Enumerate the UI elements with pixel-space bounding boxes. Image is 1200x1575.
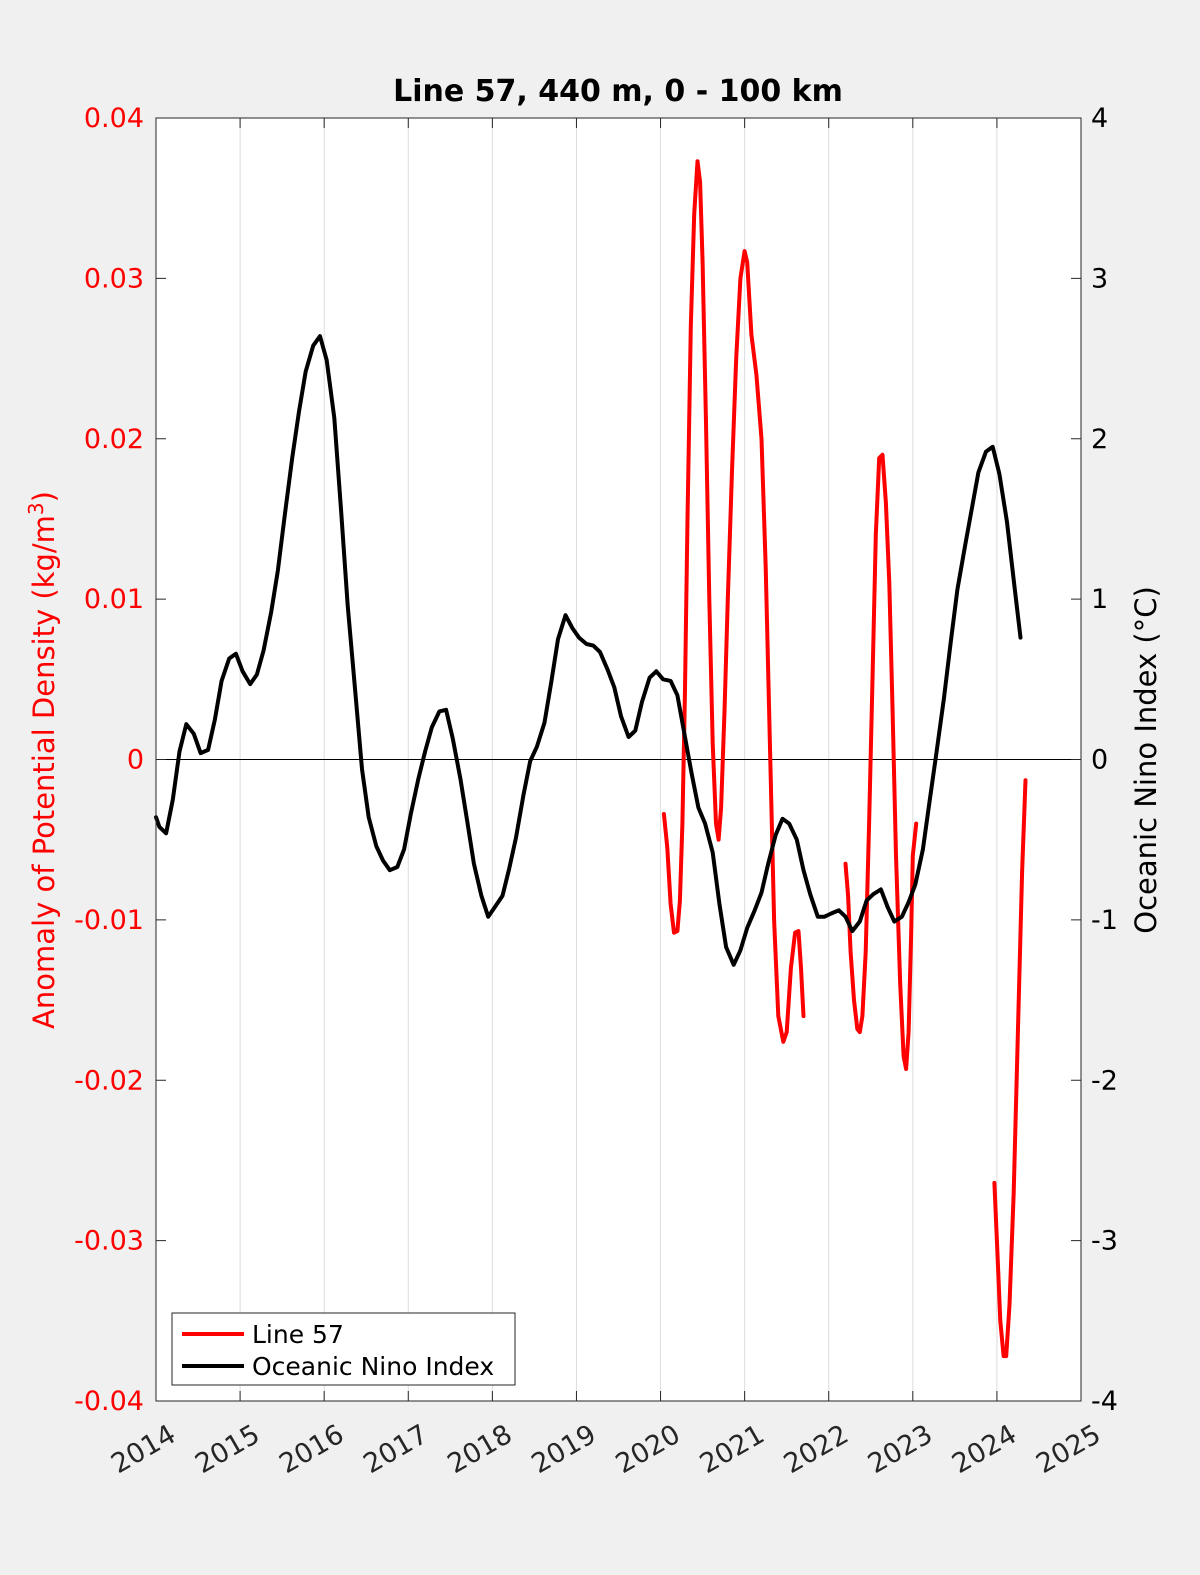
- left-y-tick-label: -0.01: [74, 905, 144, 936]
- legend-box: [171, 1312, 516, 1386]
- left-y-tick-label: 0: [127, 745, 144, 776]
- left-y-tick-label: 0.03: [84, 263, 144, 294]
- series-oni-segment: [154, 334, 1023, 967]
- legend-label-line-57: Line 57: [252, 1320, 344, 1349]
- series-layer: [154, 159, 1028, 1359]
- left-y-tick-label: 0.04: [84, 103, 144, 134]
- left-y-tick-label: -0.04: [74, 1386, 144, 1417]
- left-y-axis: -0.04 -0.03 -0.02 -0.01 0 0.01 0.02 0.03 0.04: [74, 103, 166, 1417]
- right-y-tick-label: 1: [1091, 584, 1108, 615]
- left-y-tick-label: -0.03: [74, 1226, 144, 1257]
- legend-label-oni: Oceanic Nino Index: [252, 1352, 494, 1381]
- left-axis-label-tail: ): [27, 491, 61, 502]
- series-line-57-segment: [992, 778, 1028, 1359]
- chart-title: Line 57, 440 m, 0 - 100 km: [393, 74, 843, 109]
- right-y-tick-label: 2: [1091, 424, 1108, 455]
- right-y-tick-label: 0: [1091, 745, 1108, 776]
- legend: Line 57 Oceanic Nino Index: [171, 1312, 516, 1386]
- right-y-axis: -4 -3 -2 -1 0 1 2 3 4: [1071, 103, 1118, 1417]
- right-y-tick-label: -2: [1091, 1065, 1118, 1096]
- left-y-tick-label: 0.02: [84, 424, 144, 455]
- left-axis-label-main: Anomaly of Potential Density (kg/m: [27, 515, 61, 1029]
- right-y-tick-label: -4: [1091, 1386, 1118, 1417]
- right-y-tick-label: 3: [1091, 263, 1108, 294]
- right-y-tick-label: -3: [1091, 1226, 1118, 1257]
- right-axis-label: Oceanic Nino Index (°C): [1129, 586, 1163, 934]
- right-y-tick-label: -1: [1091, 905, 1118, 936]
- left-axis-label: Anomaly of Potential Density (kg/m3): [24, 491, 61, 1029]
- series-line-57-segment: [843, 452, 919, 1071]
- left-axis-label-sup: 3: [24, 502, 48, 515]
- left-y-tick-label: 0.01: [84, 584, 144, 615]
- left-y-tick-label: -0.02: [74, 1065, 144, 1096]
- right-y-tick-label: 4: [1091, 103, 1108, 134]
